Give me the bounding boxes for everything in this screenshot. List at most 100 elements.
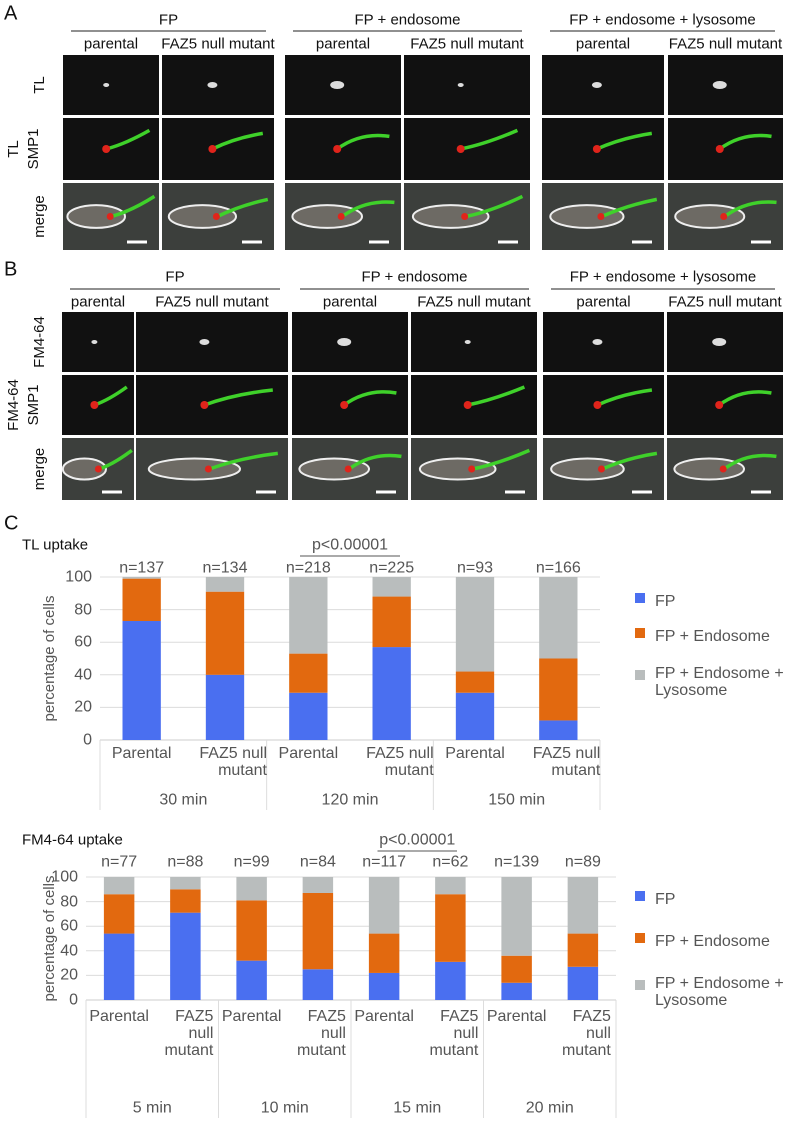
signal [208,145,217,153]
signal [91,340,98,344]
legend-label: FP [655,890,676,908]
micrograph [543,312,664,372]
micrograph [136,312,288,372]
group-label: 30 min [159,791,208,809]
bar-segment [205,577,245,592]
bar-segment [103,877,135,895]
n-label: n=117 [362,853,406,871]
signal [719,465,727,473]
chart-title: TL uptake [22,536,89,554]
legend-swatch [635,933,645,943]
legend-swatch [635,670,645,680]
n-label: n=62 [432,853,469,871]
group-title: FP + endosome + lysosome [569,11,756,29]
signal [457,83,464,87]
bar-segment [170,889,201,913]
flagellum [596,131,653,151]
signal [715,401,724,409]
micrograph [136,375,288,435]
column-label: FAZ5 null mutant [668,35,783,53]
signal [106,213,114,220]
flagellum [596,388,653,407]
bar-segment [122,621,161,740]
flagellum [343,390,397,407]
legend-label: FP + Endosome [655,627,770,645]
micrograph [162,55,274,115]
group-label: 10 min [260,1099,309,1117]
bar-segment [372,577,411,597]
micrograph [285,118,401,180]
bar-segment [368,972,400,1000]
signal [103,83,110,87]
signal [592,145,601,153]
x-tick-label: FAZ5 null mutant [164,1008,214,1059]
y-tick-label: 20 [60,966,78,984]
cell [674,204,746,229]
y-tick-label: 40 [60,942,78,960]
flagellum [467,385,526,407]
x-tick-label: FAZ5 null mutant [296,1008,346,1059]
micrograph [404,55,530,115]
n-label: n=84 [299,853,336,871]
group-title: FP [165,268,185,286]
cell [673,457,746,481]
flagellum [601,197,658,219]
bar-segment [236,900,267,961]
x-tick-label: FAZ5 null mutant [366,745,434,779]
legend-swatch [635,628,645,638]
micrograph [668,118,783,180]
cell [167,204,237,229]
flagellum [723,453,777,471]
x-tick-label: Parental [111,745,172,762]
micrograph [62,312,134,372]
group-title: FP [158,11,179,29]
bar-segment [372,647,411,740]
signal [593,401,602,409]
micrograph [292,375,408,435]
group-title: FP + endosome [354,11,461,29]
signal [337,338,352,346]
bar-segment [372,596,411,648]
signal [94,465,102,473]
y-tick-label: 60 [60,917,78,935]
signal [102,145,111,153]
cell [147,457,241,481]
flagellum [465,194,524,219]
signal [90,401,99,409]
y-axis-label: percentage of cells [41,596,58,722]
n-label: n=137 [119,559,165,577]
group-label: 5 min [132,1099,172,1117]
column-label: parental [83,35,139,53]
legend-swatch [635,593,645,603]
signal [464,340,471,344]
significance: p<0.00001 [311,536,389,554]
bar-segment [236,877,267,901]
flagellum [472,448,531,471]
micrograph [63,55,159,115]
signal [333,145,342,153]
legend-label: FP + Endosome + Lysosome [655,664,784,699]
cell [411,204,490,229]
signal [715,145,724,153]
group-label: 150 min [488,791,546,809]
x-tick-label: FAZ5 null mutant [429,1008,479,1059]
signal [712,81,727,89]
column-label: parental [576,293,631,311]
cell [61,457,108,481]
legend-swatch [635,891,645,901]
n-label: n=93 [456,559,494,577]
signal [461,213,469,220]
legend-label: FP [655,592,676,610]
bar-segment [539,658,578,721]
signal [212,213,220,220]
x-tick-label: FAZ5 null mutant [532,745,601,779]
flagellum [723,200,777,218]
legend-label: FP + Endosome + Lysosome [655,974,784,1009]
flagellum [601,451,658,471]
row-label: SMP1 [25,385,42,426]
column-label: parental [70,293,126,311]
micrograph [667,375,783,435]
bar-segment [567,966,599,1000]
